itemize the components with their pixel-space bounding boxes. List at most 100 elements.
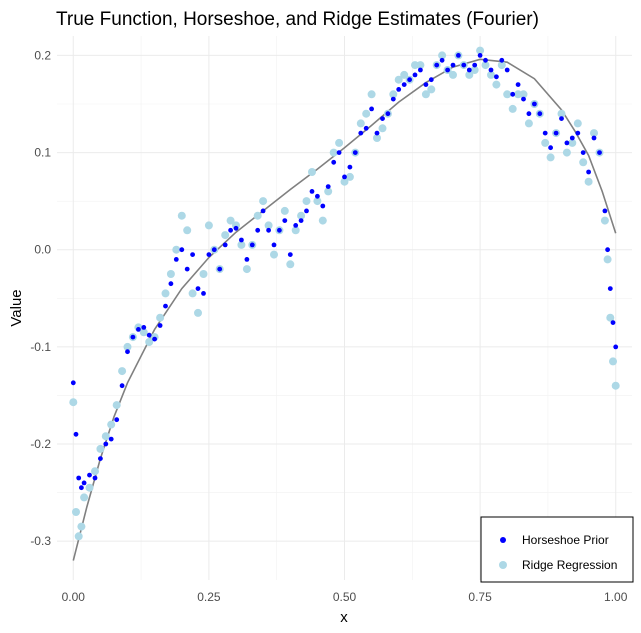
horseshoe-point: [92, 475, 98, 481]
horseshoe-point: [125, 349, 130, 355]
ridge-point: [416, 61, 425, 70]
horseshoe-point: [304, 208, 309, 214]
ridge-point: [427, 85, 436, 94]
y-tick-label: -0.2: [30, 437, 51, 451]
horseshoe-point: [98, 456, 103, 461]
horseshoe-point: [266, 227, 271, 233]
ridge-point: [139, 328, 148, 337]
ridge-point: [373, 134, 381, 142]
ridge-point: [77, 522, 86, 531]
horseshoe-point: [602, 208, 608, 214]
horseshoe-point: [499, 57, 505, 63]
horseshoe-point: [607, 286, 613, 291]
ridge-point: [237, 240, 246, 249]
grid: [57, 36, 632, 580]
ridge-point: [188, 289, 197, 298]
ridge-point: [541, 138, 550, 147]
horseshoe-point: [168, 281, 174, 287]
ridge-point: [286, 260, 295, 269]
horseshoe-point: [390, 96, 396, 102]
horseshoe-point: [521, 96, 526, 102]
ridge-point: [156, 313, 165, 322]
horseshoe-point: [510, 91, 516, 97]
ridge-point: [177, 211, 186, 220]
legend-label-ridge: Ridge Regression: [522, 558, 617, 572]
horseshoe-point: [342, 174, 347, 180]
ridge-point: [280, 206, 289, 215]
ridge-point: [476, 46, 485, 55]
y-tick-label: 0.2: [34, 48, 51, 62]
horseshoe-point: [163, 303, 168, 309]
ridge-point: [96, 444, 105, 453]
ridge-point: [345, 172, 354, 181]
ridge-point: [546, 153, 555, 162]
y-axis-title: Value: [8, 289, 25, 326]
ridge-point: [166, 270, 175, 278]
horseshoe-point: [73, 431, 79, 437]
ridge-point: [394, 75, 403, 84]
horseshoe-point: [70, 380, 76, 386]
ridge-point: [438, 51, 447, 60]
horseshoe-point: [477, 53, 483, 58]
ridge-point: [72, 508, 80, 516]
horseshoe-point: [114, 417, 120, 423]
ridge-point: [519, 90, 528, 99]
horseshoe-point: [87, 472, 92, 478]
horseshoe-point: [119, 383, 125, 389]
ridge-point: [145, 338, 154, 346]
horseshoe-point: [526, 111, 532, 117]
ridge-point: [107, 420, 116, 429]
ridge-point: [199, 270, 208, 278]
ticks: 0.00 0.25 0.50 0.75 1.00 -0.3 -0.2 -0.1 0.0 0.1 0.…: [30, 48, 627, 604]
ridge-point: [291, 226, 300, 235]
horseshoe-point: [331, 159, 337, 165]
ridge-point: [242, 265, 251, 274]
horseshoe-point: [445, 67, 450, 73]
horseshoe-point: [217, 266, 223, 272]
ridge-point: [101, 432, 110, 441]
horseshoe-point: [184, 266, 190, 272]
horseshoe-point: [244, 257, 250, 262]
ridge-point: [562, 148, 571, 157]
horseshoe-point: [434, 62, 440, 68]
ridge-point: [568, 138, 577, 147]
horseshoe-point: [450, 62, 456, 68]
ridge-point: [492, 80, 501, 89]
points-layer: [69, 46, 620, 541]
ridge-point: [584, 177, 593, 186]
horseshoe-point: [152, 336, 158, 342]
horseshoe-point: [605, 247, 610, 253]
horseshoe-point: [249, 242, 255, 248]
ridge-point: [297, 211, 306, 220]
ridge-point: [80, 493, 89, 502]
y-tick-label: 0.0: [34, 243, 51, 257]
horseshoe-point: [76, 475, 82, 481]
horseshoe-point: [542, 130, 548, 136]
ridge-point: [508, 104, 517, 113]
ridge-point: [123, 342, 132, 351]
y-tick-label: 0.1: [34, 146, 51, 160]
ridge-point: [259, 197, 268, 206]
horseshoe-point: [580, 150, 586, 156]
y-tick-label: -0.3: [30, 534, 51, 548]
horseshoe-point: [298, 218, 304, 224]
ridge-point: [253, 211, 262, 220]
horseshoe-point: [423, 82, 429, 87]
horseshoe-point: [179, 247, 185, 253]
ridge-point: [389, 90, 398, 99]
x-tick-label: 0.50: [333, 590, 357, 604]
ridge-point: [470, 66, 479, 74]
ridge-point: [118, 367, 127, 376]
horseshoe-point: [456, 53, 461, 58]
horseshoe-point: [363, 125, 369, 131]
horseshoe-point: [385, 111, 391, 117]
horseshoe-point: [190, 252, 196, 257]
horseshoe-point: [211, 247, 217, 253]
x-tick-label: 0.25: [197, 590, 221, 604]
horseshoe-point: [315, 193, 320, 199]
ridge-point: [91, 467, 99, 476]
horseshoe-point: [537, 111, 543, 117]
legend-marker-ridge: [499, 561, 507, 569]
horseshoe-point: [466, 67, 472, 73]
ridge-point: [85, 483, 94, 492]
